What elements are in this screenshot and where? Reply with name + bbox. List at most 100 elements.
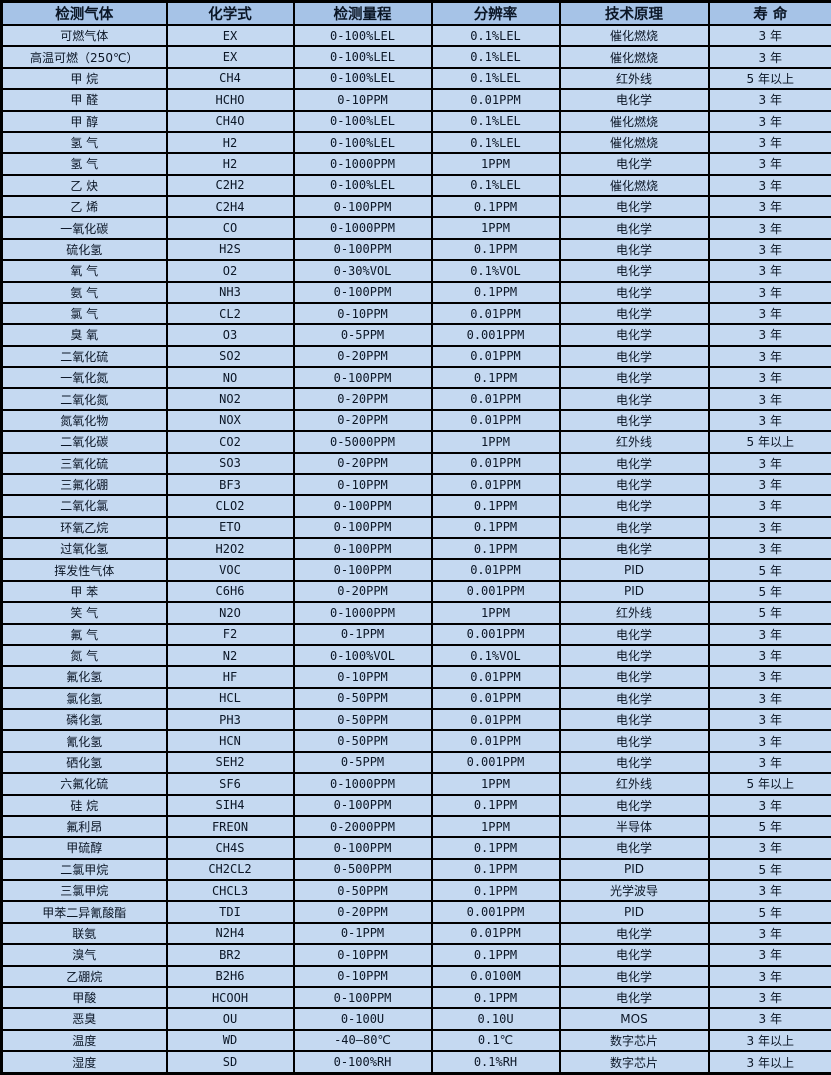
principle-cell: 电化学 — [558, 665, 710, 689]
table-row: 乙硼烷 B2H6 0-10PPM 0.0100M 电化学 3 年 — [0, 964, 831, 988]
principle-cell: PID — [558, 900, 710, 924]
table-row: 湿度 SD 0-100%RH 0.1%RH 数字芯片 3 年以上 — [0, 1050, 831, 1075]
range-cell: 0-50PPM — [292, 729, 433, 753]
range-cell: 0-50PPM — [292, 707, 433, 732]
resolution-cell: 0.1PPM — [430, 536, 561, 561]
formula-cell: NOX — [165, 408, 295, 433]
principle-cell: 催化燃烧 — [558, 45, 710, 69]
gas-name-cell: 三氧化硫 — [0, 451, 168, 475]
gas-name-cell: 可燃气体 — [0, 23, 168, 48]
principle-cell: 电化学 — [558, 964, 710, 988]
range-cell: 0-100PPM — [292, 194, 433, 219]
principle-cell: 光学波导 — [558, 878, 710, 903]
table-row: 二氧化氮 NO2 0-20PPM 0.01PPM 电化学 3 年 — [0, 387, 831, 411]
resolution-cell: 0.01PPM — [430, 558, 561, 582]
gas-name-cell: 磷化氢 — [0, 707, 168, 732]
range-cell: 0-1PPM — [292, 921, 433, 946]
resolution-cell: 0.1%VOL — [430, 259, 561, 283]
principle-cell: 电化学 — [558, 707, 710, 732]
table-row: 氟利昂 FREON 0-2000PPM 1PPM 半导体 5 年 — [0, 814, 831, 839]
formula-cell: C2H4 — [165, 194, 295, 219]
lifetime-cell: 3 年 — [707, 130, 831, 155]
formula-cell: WD — [165, 1028, 295, 1053]
range-cell: 0-100PPM — [292, 237, 433, 262]
lifetime-cell: 3 年 — [707, 237, 831, 262]
lifetime-cell: 3 年 — [707, 173, 831, 198]
gas-name-cell: 甲酸 — [0, 985, 168, 1010]
gas-name-cell: 氟 气 — [0, 622, 168, 646]
range-cell: 0-10PPM — [292, 943, 433, 967]
column-header-resolution: 分辨率 — [430, 0, 561, 26]
lifetime-cell: 5 年以上 — [707, 772, 831, 796]
formula-cell: ETO — [165, 515, 295, 540]
formula-cell: FREON — [165, 814, 295, 839]
principle-cell: 红外线 — [558, 430, 710, 454]
formula-cell: TDI — [165, 900, 295, 924]
lifetime-cell: 3 年 — [707, 878, 831, 903]
gas-name-cell: 高温可燃（250℃） — [0, 45, 168, 69]
gas-name-cell: 甲 醛 — [0, 88, 168, 112]
gas-name-cell: 氰化氢 — [0, 729, 168, 753]
lifetime-cell: 3 年 — [707, 323, 831, 347]
formula-cell: HCN — [165, 729, 295, 753]
formula-cell: CH2CL2 — [165, 857, 295, 882]
lifetime-cell: 3 年 — [707, 365, 831, 390]
principle-cell: 电化学 — [558, 451, 710, 475]
lifetime-cell: 3 年 — [707, 259, 831, 283]
table-row: 氰化氢 HCN 0-50PPM 0.01PPM 电化学 3 年 — [0, 729, 831, 753]
principle-cell: 催化燃烧 — [558, 23, 710, 48]
resolution-cell: 0.001PPM — [430, 323, 561, 347]
lifetime-cell: 3 年 — [707, 836, 831, 860]
gas-name-cell: 二氧化硫 — [0, 344, 168, 369]
table-row: 高温可燃（250℃） EX 0-100%LEL 0.1%LEL 催化燃烧 3 年 — [0, 45, 831, 69]
formula-cell: CHCL3 — [165, 878, 295, 903]
table-row: 笑 气 N2O 0-1000PPM 1PPM 红外线 5 年 — [0, 601, 831, 625]
table-row: 二氯甲烷 CH2CL2 0-500PPM 0.1PPM PID 5 年 — [0, 857, 831, 882]
lifetime-cell: 3 年 — [707, 793, 831, 817]
range-cell: 0-20PPM — [292, 408, 433, 433]
principle-cell: 电化学 — [558, 237, 710, 262]
principle-cell: 电化学 — [558, 643, 710, 668]
table-row: 过氧化氢 H2O2 0-100PPM 0.1PPM 电化学 3 年 — [0, 536, 831, 561]
principle-cell: PID — [558, 558, 710, 582]
gas-name-cell: 硒化氢 — [0, 750, 168, 775]
gas-name-cell: 二氧化碳 — [0, 430, 168, 454]
table-row: 磷化氢 PH3 0-50PPM 0.01PPM 电化学 3 年 — [0, 707, 831, 732]
range-cell: 0-5PPM — [292, 323, 433, 347]
table-row: 氟化氢 HF 0-10PPM 0.01PPM 电化学 3 年 — [0, 665, 831, 689]
table-row: 氧 气 O2 0-30%VOL 0.1%VOL 电化学 3 年 — [0, 259, 831, 283]
principle-cell: PID — [558, 579, 710, 604]
lifetime-cell: 3 年 — [707, 23, 831, 48]
resolution-cell: 0.1%LEL — [430, 23, 561, 48]
table-row: 氢 气 H2 0-100%LEL 0.1%LEL 催化燃烧 3 年 — [0, 130, 831, 155]
formula-cell: SIH4 — [165, 793, 295, 817]
range-cell: 0-1PPM — [292, 622, 433, 646]
principle-cell: 电化学 — [558, 536, 710, 561]
range-cell: 0-100%RH — [292, 1050, 433, 1075]
resolution-cell: 0.1%RH — [430, 1050, 561, 1075]
lifetime-cell: 3 年 — [707, 216, 831, 240]
lifetime-cell: 5 年以上 — [707, 430, 831, 454]
range-cell: 0-50PPM — [292, 878, 433, 903]
range-cell: 0-2000PPM — [292, 814, 433, 839]
range-cell: 0-10PPM — [292, 665, 433, 689]
formula-cell: HCHO — [165, 88, 295, 112]
formula-cell: HCL — [165, 686, 295, 711]
table-row: 一氧化氮 NO 0-100PPM 0.1PPM 电化学 3 年 — [0, 365, 831, 390]
resolution-cell: 1PPM — [430, 216, 561, 240]
resolution-cell: 0.01PPM — [430, 921, 561, 946]
gas-name-cell: 温度 — [0, 1028, 168, 1053]
principle-cell: 电化学 — [558, 259, 710, 283]
formula-cell: H2O2 — [165, 536, 295, 561]
resolution-cell: 0.001PPM — [430, 622, 561, 646]
lifetime-cell: 3 年 — [707, 643, 831, 668]
lifetime-cell: 3 年 — [707, 964, 831, 988]
range-cell: 0-100%LEL — [292, 45, 433, 69]
principle-cell: 电化学 — [558, 387, 710, 411]
lifetime-cell: 3 年 — [707, 665, 831, 689]
principle-cell: 电化学 — [558, 365, 710, 390]
lifetime-cell: 3 年 — [707, 729, 831, 753]
range-cell: 0-100PPM — [292, 536, 433, 561]
table-row: 温度 WD -40—80℃ 0.1℃ 数字芯片 3 年以上 — [0, 1028, 831, 1053]
resolution-cell: 0.10U — [430, 1007, 561, 1031]
